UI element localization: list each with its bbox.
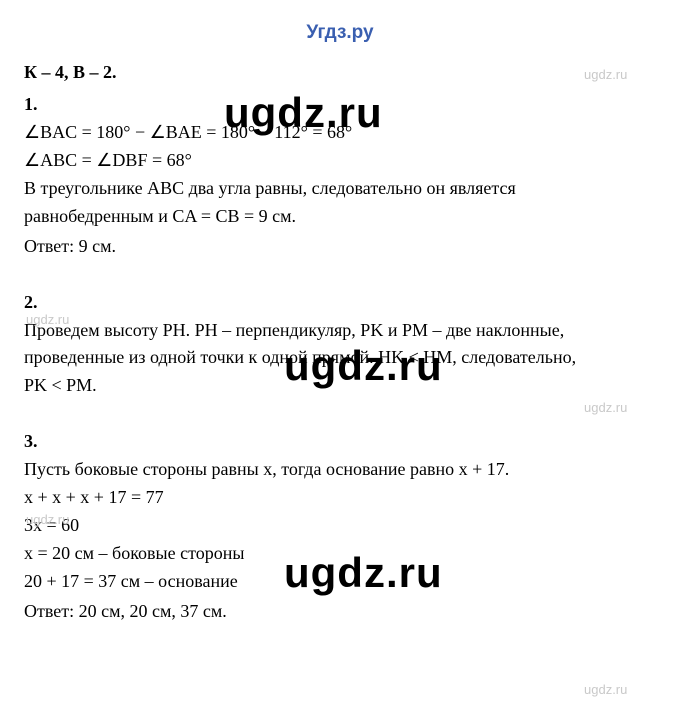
problem-2-line: PK < PM. (24, 372, 656, 400)
problem-1-line: ∠BAC = 180° − ∠BAE = 180° − 112° = 68° (24, 119, 656, 147)
problem-1-line: В треугольнике ABC два угла равны, следо… (24, 175, 656, 203)
section-spacer (24, 261, 656, 287)
problem-3-number: 3. (24, 428, 656, 456)
watermark-small: ugdz.ru (584, 680, 627, 700)
problem-1-number: 1. (24, 91, 656, 119)
problem-2-line: проведенные из одной точки к одной прямо… (24, 344, 656, 372)
problem-3-line: 20 + 17 = 37 см – основание (24, 568, 656, 596)
site-header: Угдз.ру (24, 18, 656, 47)
problem-3-line: 3x = 60 (24, 512, 656, 540)
problem-3-line: x + x + x + 17 = 77 (24, 484, 656, 512)
problem-3-line: Пусть боковые стороны равны x, тогда осн… (24, 456, 656, 484)
variant-heading: К – 4, В – 2. (24, 59, 656, 87)
problem-3-line: x = 20 см – боковые стороны (24, 540, 656, 568)
problem-1-line: равнобедренным и CA = CB = 9 см. (24, 203, 656, 231)
problem-1-answer: Ответ: 9 см. (24, 233, 656, 261)
section-spacer (24, 400, 656, 426)
problem-3-answer: Ответ: 20 см, 20 см, 37 см. (24, 598, 656, 626)
problem-2-line: Проведем высоту PH. PH – перпендикуляр, … (24, 317, 656, 345)
problem-1-line: ∠ABC = ∠DBF = 68° (24, 147, 656, 175)
problem-2-number: 2. (24, 289, 656, 317)
